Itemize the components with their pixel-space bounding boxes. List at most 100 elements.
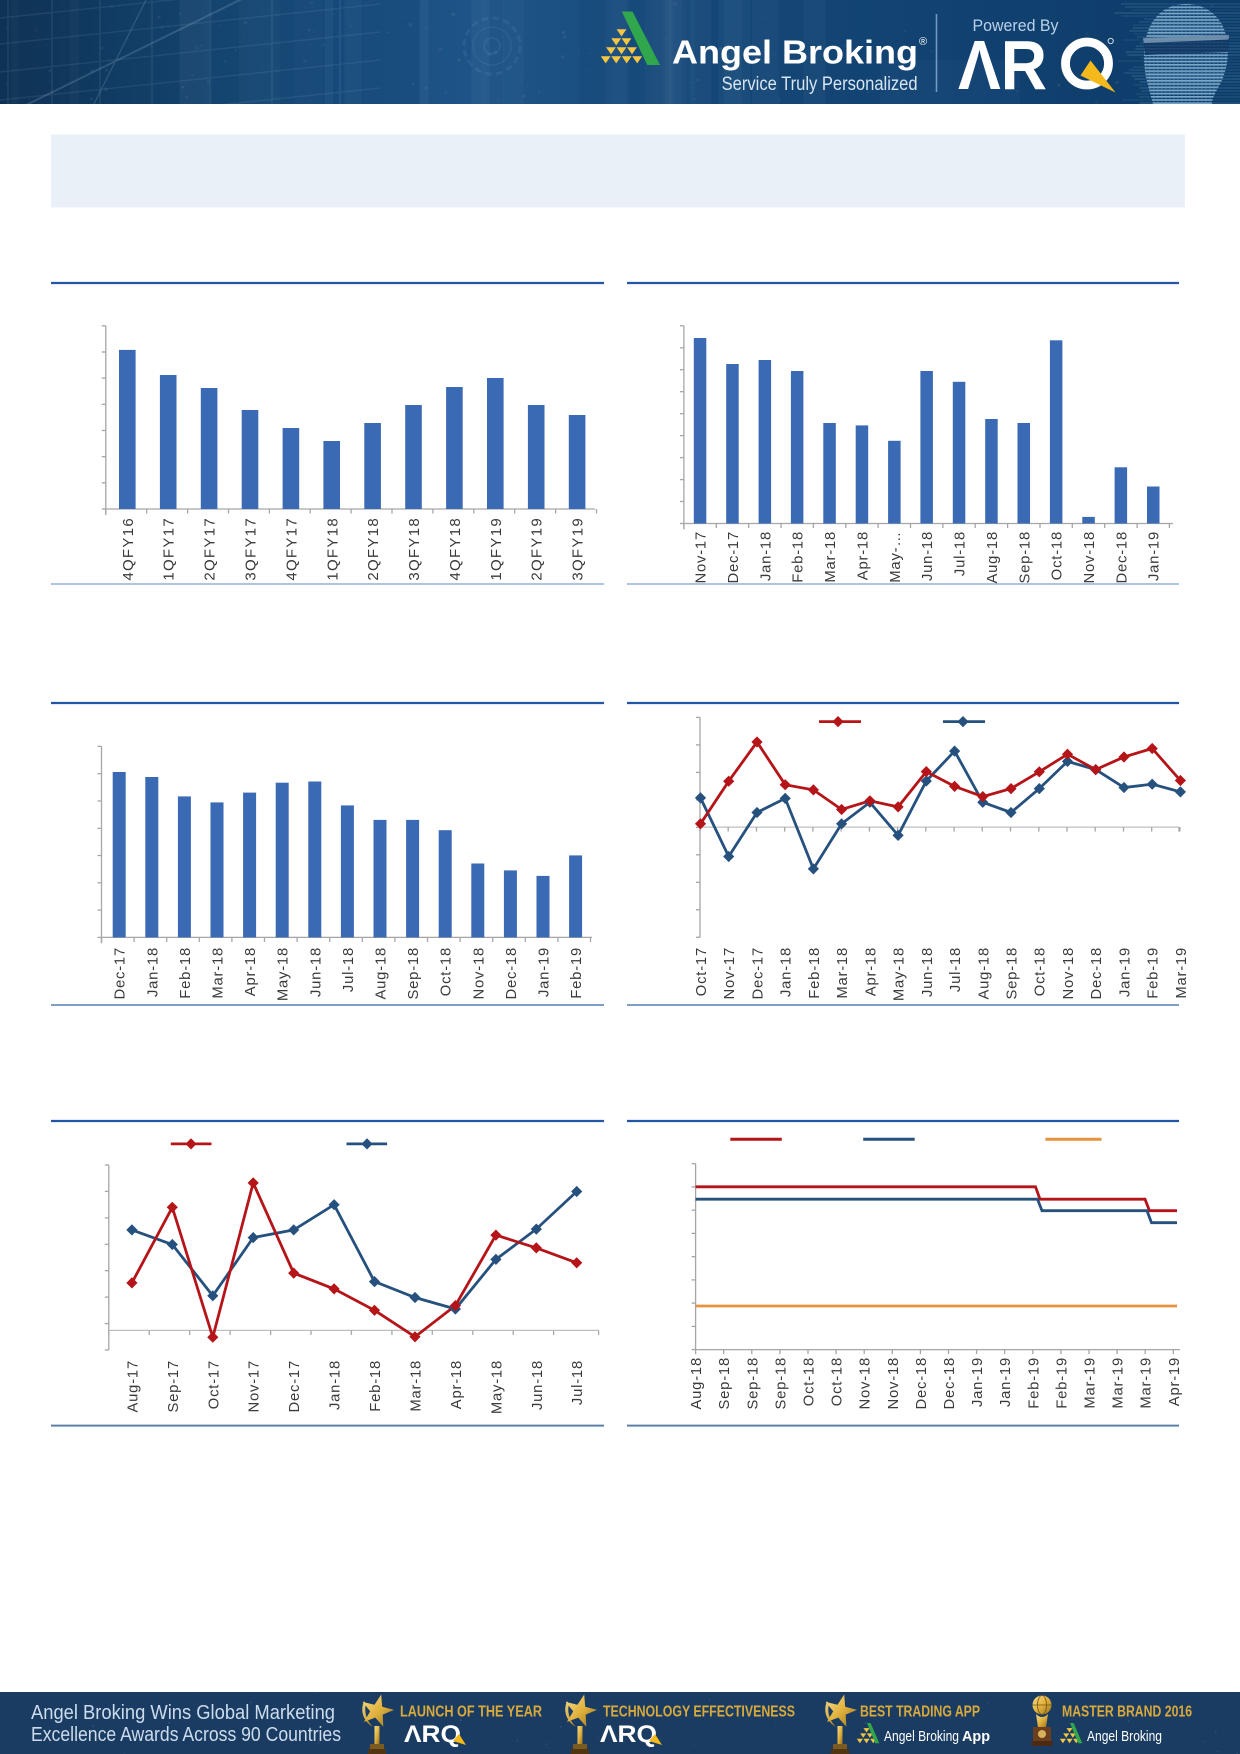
- svg-text:May-…: May-…: [888, 531, 904, 583]
- svg-text:Angel Broking: Angel Broking: [672, 33, 918, 70]
- svg-text:Angel Broking Wins Global Mark: Angel Broking Wins Global Marketing: [31, 1702, 335, 1724]
- svg-text:Aug-17: Aug-17: [125, 1360, 141, 1413]
- svg-text:Sep-18: Sep-18: [745, 1357, 761, 1410]
- svg-text:Jan-19: Jan-19: [1117, 947, 1133, 997]
- svg-text:Excellence Awards Across 90 Co: Excellence Awards Across 90 Countries: [31, 1724, 341, 1746]
- svg-text:Feb-18: Feb-18: [178, 947, 194, 999]
- svg-text:Jan-19: Jan-19: [1147, 531, 1163, 581]
- svg-text:ΛRQ: ΛRQ: [600, 1721, 657, 1748]
- svg-text:Oct-18: Oct-18: [1050, 531, 1066, 580]
- svg-text:1QFY19: 1QFY19: [488, 517, 505, 581]
- svg-text:Sep-18: Sep-18: [1005, 947, 1021, 1000]
- svg-text:Aug-18: Aug-18: [689, 1357, 705, 1410]
- svg-text:Angel Broking: Angel Broking: [1087, 1728, 1162, 1745]
- svg-text:Service Truly Personalized: Service Truly Personalized: [722, 74, 918, 95]
- svg-text:Sep-18: Sep-18: [406, 947, 422, 1000]
- svg-text:App: App: [962, 1728, 990, 1745]
- svg-text:Sep-18: Sep-18: [773, 1357, 789, 1410]
- svg-text:Dec-18: Dec-18: [914, 1357, 930, 1410]
- svg-text:4QFY18: 4QFY18: [447, 517, 464, 581]
- svg-text:Feb-18: Feb-18: [368, 1360, 384, 1412]
- svg-text:Nov-18: Nov-18: [1082, 531, 1098, 584]
- svg-text:Oct-18: Oct-18: [1033, 947, 1049, 996]
- svg-text:Mar-19: Mar-19: [1111, 1357, 1127, 1409]
- svg-text:3QFY17: 3QFY17: [243, 517, 260, 581]
- svg-text:Jul-18: Jul-18: [570, 1360, 586, 1405]
- svg-text:3QFY18: 3QFY18: [406, 517, 423, 581]
- svg-text:Dec-17: Dec-17: [750, 947, 766, 1000]
- svg-text:Dec-17: Dec-17: [287, 1360, 303, 1413]
- svg-text:4QFY17: 4QFY17: [283, 517, 300, 581]
- svg-text:Mar-18: Mar-18: [823, 531, 839, 583]
- svg-text:Jan-18: Jan-18: [779, 947, 795, 997]
- svg-text:Aug-18: Aug-18: [374, 947, 390, 1000]
- svg-text:®: ®: [919, 36, 927, 48]
- svg-text:Jan-18: Jan-18: [145, 947, 161, 997]
- svg-text:3QFY19: 3QFY19: [570, 517, 587, 581]
- svg-text:Jun-18: Jun-18: [920, 531, 936, 581]
- svg-text:2QFY19: 2QFY19: [529, 517, 546, 581]
- svg-text:Jun-18: Jun-18: [530, 1360, 546, 1410]
- svg-text:Dec-18: Dec-18: [1114, 531, 1130, 584]
- svg-text:Mar-19: Mar-19: [1174, 947, 1190, 999]
- svg-text:Aug-18: Aug-18: [976, 947, 992, 1000]
- svg-text:Oct-18: Oct-18: [802, 1357, 818, 1406]
- svg-text:Jan-18: Jan-18: [328, 1360, 344, 1410]
- svg-text:BEST TRADING APP: BEST TRADING APP: [860, 1704, 980, 1721]
- svg-text:Dec-17: Dec-17: [726, 531, 742, 584]
- svg-text:Aug-18: Aug-18: [985, 531, 1001, 584]
- svg-text:1QFY17: 1QFY17: [161, 517, 178, 581]
- svg-text:Apr-18: Apr-18: [449, 1360, 465, 1409]
- svg-text:Angel Broking: Angel Broking: [884, 1728, 959, 1745]
- svg-text:Dec-18: Dec-18: [942, 1357, 958, 1410]
- svg-text:Dec-18: Dec-18: [504, 947, 520, 1000]
- svg-text:Nov-17: Nov-17: [247, 1360, 263, 1413]
- svg-text:May-18: May-18: [489, 1360, 505, 1414]
- svg-text:Apr-18: Apr-18: [243, 947, 259, 996]
- svg-text:Mar-19: Mar-19: [1083, 1357, 1099, 1409]
- svg-text:2QFY17: 2QFY17: [202, 517, 219, 581]
- svg-text:Sep-18: Sep-18: [1017, 531, 1033, 584]
- svg-text:ΛR: ΛR: [958, 26, 1047, 104]
- svg-text:Feb-18: Feb-18: [791, 531, 807, 583]
- svg-text:Oct-17: Oct-17: [206, 1360, 222, 1409]
- svg-text:Dec-17: Dec-17: [113, 947, 129, 1000]
- svg-text:Apr-18: Apr-18: [855, 531, 871, 580]
- svg-text:4QFY16: 4QFY16: [120, 517, 137, 581]
- svg-text:2QFY18: 2QFY18: [365, 517, 382, 581]
- svg-text:Sep-17: Sep-17: [166, 1360, 182, 1413]
- svg-text:Oct-17: Oct-17: [694, 947, 710, 996]
- svg-text:Feb-19: Feb-19: [569, 947, 585, 999]
- svg-text:Powered By: Powered By: [973, 16, 1059, 35]
- svg-text:Apr-18: Apr-18: [863, 947, 879, 996]
- svg-text:Jul-18: Jul-18: [341, 947, 357, 992]
- svg-text:May-18: May-18: [892, 947, 908, 1001]
- svg-text:Jul-18: Jul-18: [953, 531, 969, 576]
- svg-text:MASTER BRAND 2016: MASTER BRAND 2016: [1062, 1704, 1192, 1721]
- svg-text:Jan-19: Jan-19: [537, 947, 553, 997]
- svg-text:LAUNCH OF THE YEAR: LAUNCH OF THE YEAR: [400, 1704, 542, 1721]
- svg-text:May-18: May-18: [276, 947, 292, 1001]
- svg-text:Dec-18: Dec-18: [1089, 947, 1105, 1000]
- svg-text:Oct-18: Oct-18: [439, 947, 455, 996]
- svg-text:Nov-18: Nov-18: [886, 1357, 902, 1410]
- svg-text:TECHNOLOGY EFFECTIVENESS: TECHNOLOGY EFFECTIVENESS: [603, 1704, 795, 1721]
- svg-text:Mar-18: Mar-18: [409, 1360, 425, 1412]
- svg-text:Oct-18: Oct-18: [830, 1357, 846, 1406]
- svg-text:Feb-19: Feb-19: [1146, 947, 1162, 999]
- svg-text:Feb-19: Feb-19: [1026, 1357, 1042, 1409]
- svg-text:Feb-19: Feb-19: [1054, 1357, 1070, 1409]
- svg-text:Apr-19: Apr-19: [1167, 1357, 1183, 1406]
- svg-text:Feb-18: Feb-18: [807, 947, 823, 999]
- svg-text:1QFY18: 1QFY18: [324, 517, 341, 581]
- svg-text:Nov-18: Nov-18: [858, 1357, 874, 1410]
- svg-text:Nov-17: Nov-17: [694, 531, 710, 584]
- svg-text:Jan-19: Jan-19: [998, 1357, 1014, 1407]
- svg-text:Jun-18: Jun-18: [308, 947, 324, 997]
- svg-text:Jan-19: Jan-19: [970, 1357, 986, 1407]
- svg-text:Mar-18: Mar-18: [835, 947, 851, 999]
- svg-text:Jul-18: Jul-18: [948, 947, 964, 992]
- svg-text:Mar-19: Mar-19: [1139, 1357, 1155, 1409]
- svg-text:Mar-18: Mar-18: [211, 947, 227, 999]
- svg-text:ΛRQ: ΛRQ: [404, 1721, 461, 1748]
